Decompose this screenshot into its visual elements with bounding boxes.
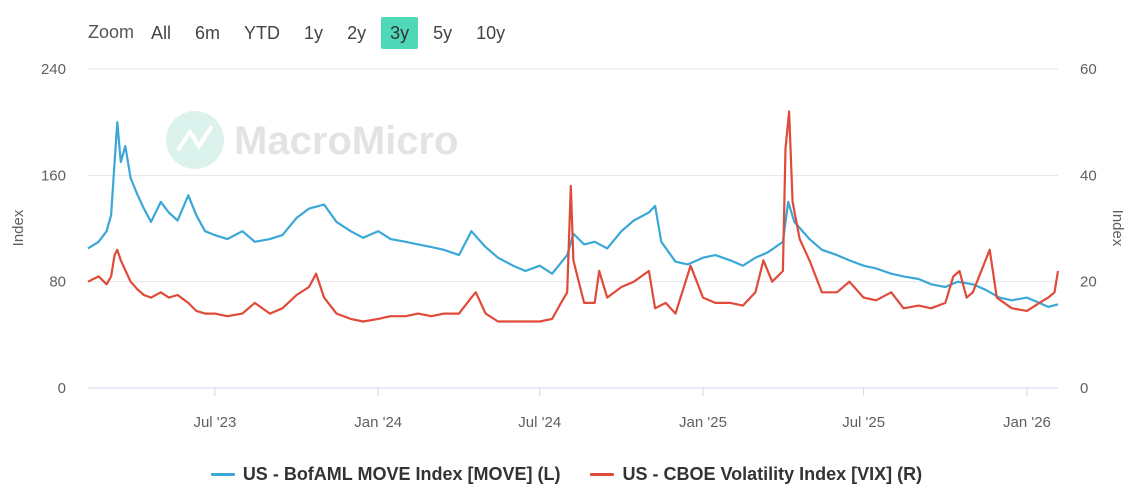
- x-tick-label: Jan '24: [354, 414, 402, 431]
- zoom-1y-button[interactable]: 1y: [304, 22, 324, 43]
- y-axis-right-title: Index: [1109, 210, 1126, 247]
- zoom-all-button[interactable]: All: [151, 22, 172, 43]
- legend-label-vix: US - CBOE Volatility Index [VIX] (R): [622, 464, 923, 484]
- series-line-move[interactable]: [87, 121, 1059, 308]
- zoom-label: Zoom: [88, 22, 135, 42]
- zoom-10y-button[interactable]: 10y: [476, 22, 506, 43]
- legend-label-move: US - BofAML MOVE Index [MOVE] (L): [242, 464, 561, 484]
- zoom-ytd-button[interactable]: YTD: [244, 22, 281, 43]
- x-tick-label: Jan '26: [1003, 414, 1051, 431]
- x-tick-label: Jul '23: [193, 414, 236, 431]
- y-left-tick-label: 80: [49, 274, 66, 291]
- range-selector: Zoom All 6m YTD 1y 2y 3y 5y 10y: [82, 16, 520, 49]
- watermark-logo-icon: [166, 111, 224, 169]
- y-right-tick-label: 20: [1080, 274, 1097, 291]
- zoom-3y-button[interactable]: 3y: [381, 16, 419, 49]
- watermark-text: MacroMicro: [234, 119, 459, 163]
- legend-swatch-vix: [590, 473, 615, 476]
- series-line-vix[interactable]: [87, 110, 1060, 323]
- y-left-tick-label: 240: [41, 61, 66, 78]
- y-left-tick-label: 0: [58, 380, 66, 397]
- zoom-5y-button[interactable]: 5y: [433, 22, 453, 43]
- watermark-logo: MacroMicro: [166, 111, 459, 169]
- x-tick-label: Jan '25: [679, 414, 727, 431]
- legend-item-move[interactable]: US - BofAML MOVE Index [MOVE] (L): [210, 464, 561, 485]
- y-left-tick-label: 160: [41, 167, 66, 184]
- y-right-tick-label: 60: [1080, 61, 1097, 78]
- legend-swatch-move: [210, 473, 235, 476]
- x-tick-label: Jul '25: [842, 414, 885, 431]
- legend: US - BofAML MOVE Index [MOVE] (L) US - C…: [0, 464, 1133, 485]
- zoom-6m-button[interactable]: 6m: [195, 22, 221, 43]
- line-chart: MacroMicro Jul '23 Jan '24 Jul '24 Jan '25 J…: [10, 61, 1126, 431]
- y-right-tick-label: 40: [1080, 167, 1097, 184]
- y-right-tick-label: 0: [1080, 380, 1088, 397]
- zoom-2y-button[interactable]: 2y: [347, 22, 367, 43]
- y-axis-left-title: Index: [10, 209, 27, 246]
- x-tick-label: Jul '24: [518, 414, 561, 431]
- legend-item-vix[interactable]: US - CBOE Volatility Index [VIX] (R): [590, 464, 922, 485]
